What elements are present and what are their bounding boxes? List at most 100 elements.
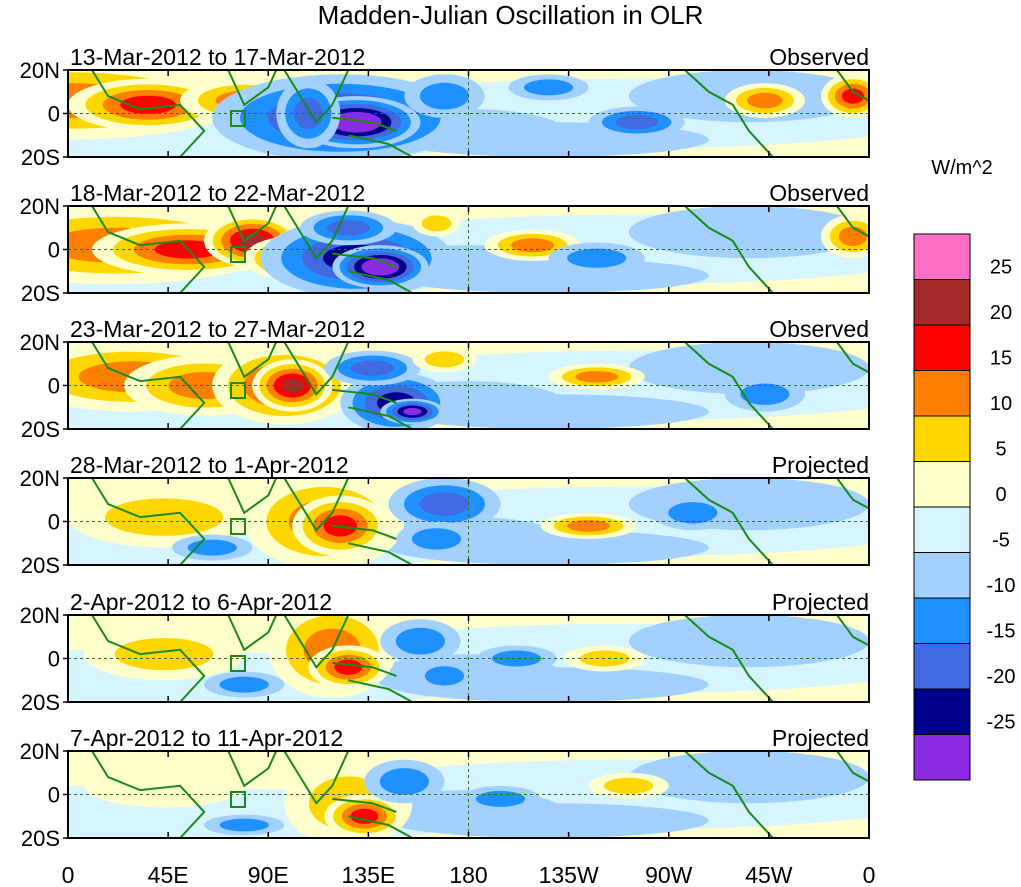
coastline (348, 679, 413, 702)
anomaly-contour (326, 220, 370, 236)
reference-box (230, 110, 246, 127)
anomaly-contour (104, 498, 224, 536)
olr-panel-3: 20N 0 20S 23-Mar-2012 to 27-Mar-2012 Observe… (20, 316, 870, 442)
panel-type-label: Observed (769, 180, 869, 206)
coastline (332, 388, 397, 404)
coastline (283, 70, 350, 124)
anomaly-contour (575, 371, 619, 383)
reference-box (230, 382, 246, 399)
coastline (283, 342, 350, 396)
coastline (684, 70, 774, 157)
reference-box (230, 518, 246, 535)
colorbar-swatch (913, 506, 971, 553)
coastline (684, 206, 774, 293)
anomaly-contour (114, 638, 214, 671)
lon-label: 90W (645, 862, 693, 887)
coastline (684, 342, 774, 429)
panel-type-label: Observed (769, 316, 869, 342)
coastline (836, 751, 869, 783)
coastline (91, 615, 206, 702)
colorbar-tick-label: -20 (987, 666, 1016, 688)
anomaly-contour (351, 360, 394, 376)
colorbar-tick-label: -5 (992, 530, 1010, 552)
anomaly-contour (424, 666, 465, 686)
colorbar-swatch (913, 597, 971, 644)
figure-title: Madden-Julian Oscillation in OLR (317, 0, 704, 30)
anomaly-contour (524, 79, 574, 96)
coastline (348, 406, 413, 429)
colorbar-swatch (913, 324, 971, 371)
coastline (227, 342, 278, 379)
coastline (836, 342, 869, 374)
anomaly-contour (219, 818, 269, 832)
lat-label: 0 (48, 783, 60, 808)
anomaly-contour (403, 407, 422, 416)
anomaly-contour (668, 502, 718, 524)
anomaly-contour (424, 351, 465, 368)
coastline (91, 70, 206, 157)
olr-anomaly-field (68, 751, 869, 838)
lon-label: 90E (248, 862, 289, 887)
reference-box (230, 655, 246, 672)
coastline (283, 751, 350, 805)
lat-label: 20N (20, 58, 60, 83)
lon-label: 0 (62, 862, 75, 887)
coastline (283, 206, 350, 260)
colorbar-swatch (913, 279, 971, 326)
colorbar-tick-label: 5 (995, 439, 1006, 461)
coastline (227, 615, 278, 652)
lat-label: 20N (20, 194, 60, 219)
anomaly-contour (395, 627, 445, 655)
panel-period-label: 23-Mar-2012 to 27-Mar-2012 (70, 316, 365, 342)
coastline (227, 70, 278, 107)
coastline (227, 751, 278, 788)
anomaly-contour (628, 206, 869, 259)
coastline (348, 815, 413, 838)
coastline (836, 615, 869, 647)
anomaly-contour (567, 520, 610, 532)
anomaly-contour (567, 248, 627, 268)
anomaly-contour (120, 95, 176, 114)
anomaly-contour (628, 342, 869, 395)
lat-label: 0 (48, 510, 60, 535)
reference-box (230, 246, 246, 263)
coastline (227, 478, 278, 515)
coastline (836, 70, 869, 102)
panel-type-label: Projected (772, 452, 869, 478)
coastline (836, 206, 869, 238)
anomaly-contour (419, 492, 470, 516)
coastline (91, 342, 206, 429)
lat-label: 0 (48, 238, 60, 263)
lon-label: 0 (863, 862, 876, 887)
panel-period-label: 2-Apr-2012 to 6-Apr-2012 (70, 589, 332, 615)
olr-panel-5: 20N 0 20S 2-Apr-2012 to 6-Apr-2012 Projected (20, 589, 870, 715)
anomaly-contour (740, 383, 790, 405)
lat-label: 0 (48, 647, 60, 672)
colorbar-swatch (913, 461, 971, 508)
coastline (91, 478, 206, 565)
reference-box (230, 791, 246, 808)
colorbar-tick-label: 0 (995, 484, 1006, 506)
lon-label: 180 (449, 862, 487, 887)
panel-period-label: 13-Mar-2012 to 17-Mar-2012 (70, 44, 365, 70)
colorbar-swatch (913, 688, 971, 735)
coastline (332, 116, 397, 132)
lat-label: 20N (20, 603, 60, 628)
olr-panel-2: 20N 0 20S 18-Mar-2012 to 22-Mar-2012 Observe… (20, 180, 870, 306)
lat-label: 20S (21, 281, 60, 306)
colorbar-swatch (913, 370, 971, 417)
colorbar-swatch (913, 643, 971, 690)
olr-panel-6: 20N 0 20S 7-Apr-2012 to 11-Apr-2012 Projecte… (20, 725, 870, 851)
coastline (332, 661, 397, 677)
lon-label: 135W (539, 862, 599, 887)
colorbar-tick-label: 10 (990, 393, 1012, 415)
olr-anomaly-field (68, 615, 869, 702)
anomaly-contour (747, 92, 783, 109)
panel-period-label: 7-Apr-2012 to 11-Apr-2012 (70, 725, 343, 751)
colorbar-tick-label: 20 (990, 302, 1012, 324)
coastline (227, 206, 278, 243)
coastline (348, 134, 413, 157)
lat-label: 20S (21, 145, 60, 170)
olr-panel-4: 20N 0 20S 28-Mar-2012 to 1-Apr-2012 Projecte… (20, 452, 870, 578)
